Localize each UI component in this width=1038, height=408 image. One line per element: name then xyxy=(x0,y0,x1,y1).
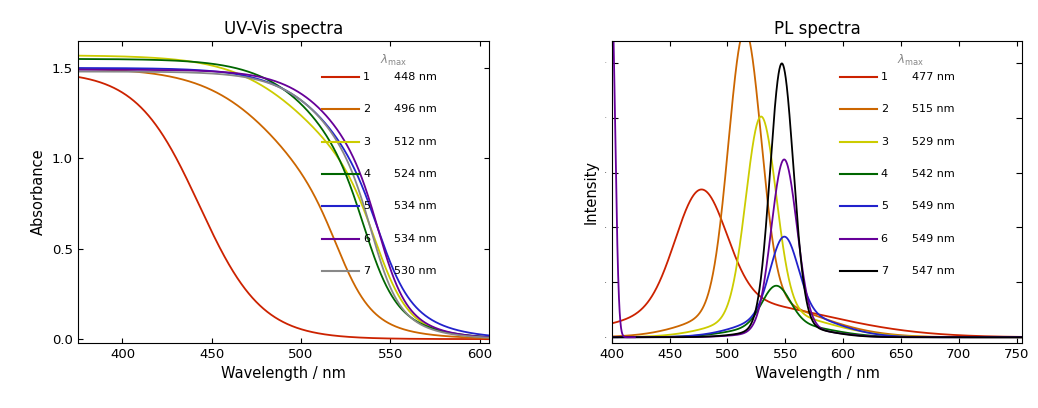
Text: 1: 1 xyxy=(880,72,887,82)
Text: 515 nm: 515 nm xyxy=(911,104,954,114)
Text: 6: 6 xyxy=(363,233,371,244)
Text: $\lambda_{\mathrm{max}}$: $\lambda_{\mathrm{max}}$ xyxy=(897,53,924,68)
Text: 5: 5 xyxy=(880,201,887,211)
Text: 549 nm: 549 nm xyxy=(911,201,954,211)
Text: 7: 7 xyxy=(363,266,371,276)
Text: 6: 6 xyxy=(880,233,887,244)
Text: 7: 7 xyxy=(880,266,887,276)
Text: 2: 2 xyxy=(363,104,371,114)
Title: UV-Vis spectra: UV-Vis spectra xyxy=(223,20,343,38)
Text: $\lambda_{\mathrm{max}}$: $\lambda_{\mathrm{max}}$ xyxy=(380,53,407,68)
Y-axis label: Intensity: Intensity xyxy=(584,160,599,224)
Text: 4: 4 xyxy=(880,169,887,179)
Text: 512 nm: 512 nm xyxy=(394,137,437,146)
Text: 534 nm: 534 nm xyxy=(394,201,437,211)
Text: 477 nm: 477 nm xyxy=(911,72,954,82)
Text: 448 nm: 448 nm xyxy=(394,72,437,82)
Text: 542 nm: 542 nm xyxy=(911,169,954,179)
Text: 3: 3 xyxy=(363,137,371,146)
Text: 524 nm: 524 nm xyxy=(394,169,437,179)
Text: 4: 4 xyxy=(363,169,371,179)
Text: 547 nm: 547 nm xyxy=(911,266,954,276)
Text: 2: 2 xyxy=(880,104,887,114)
Text: 549 nm: 549 nm xyxy=(911,233,954,244)
X-axis label: Wavelength / nm: Wavelength / nm xyxy=(221,366,346,381)
X-axis label: Wavelength / nm: Wavelength / nm xyxy=(755,366,879,381)
Y-axis label: Absorbance: Absorbance xyxy=(31,149,47,235)
Text: 3: 3 xyxy=(880,137,887,146)
Text: 1: 1 xyxy=(363,72,371,82)
Text: 530 nm: 530 nm xyxy=(394,266,437,276)
Text: 529 nm: 529 nm xyxy=(911,137,954,146)
Title: PL spectra: PL spectra xyxy=(773,20,861,38)
Text: 5: 5 xyxy=(363,201,371,211)
Text: 534 nm: 534 nm xyxy=(394,233,437,244)
Text: 496 nm: 496 nm xyxy=(394,104,437,114)
